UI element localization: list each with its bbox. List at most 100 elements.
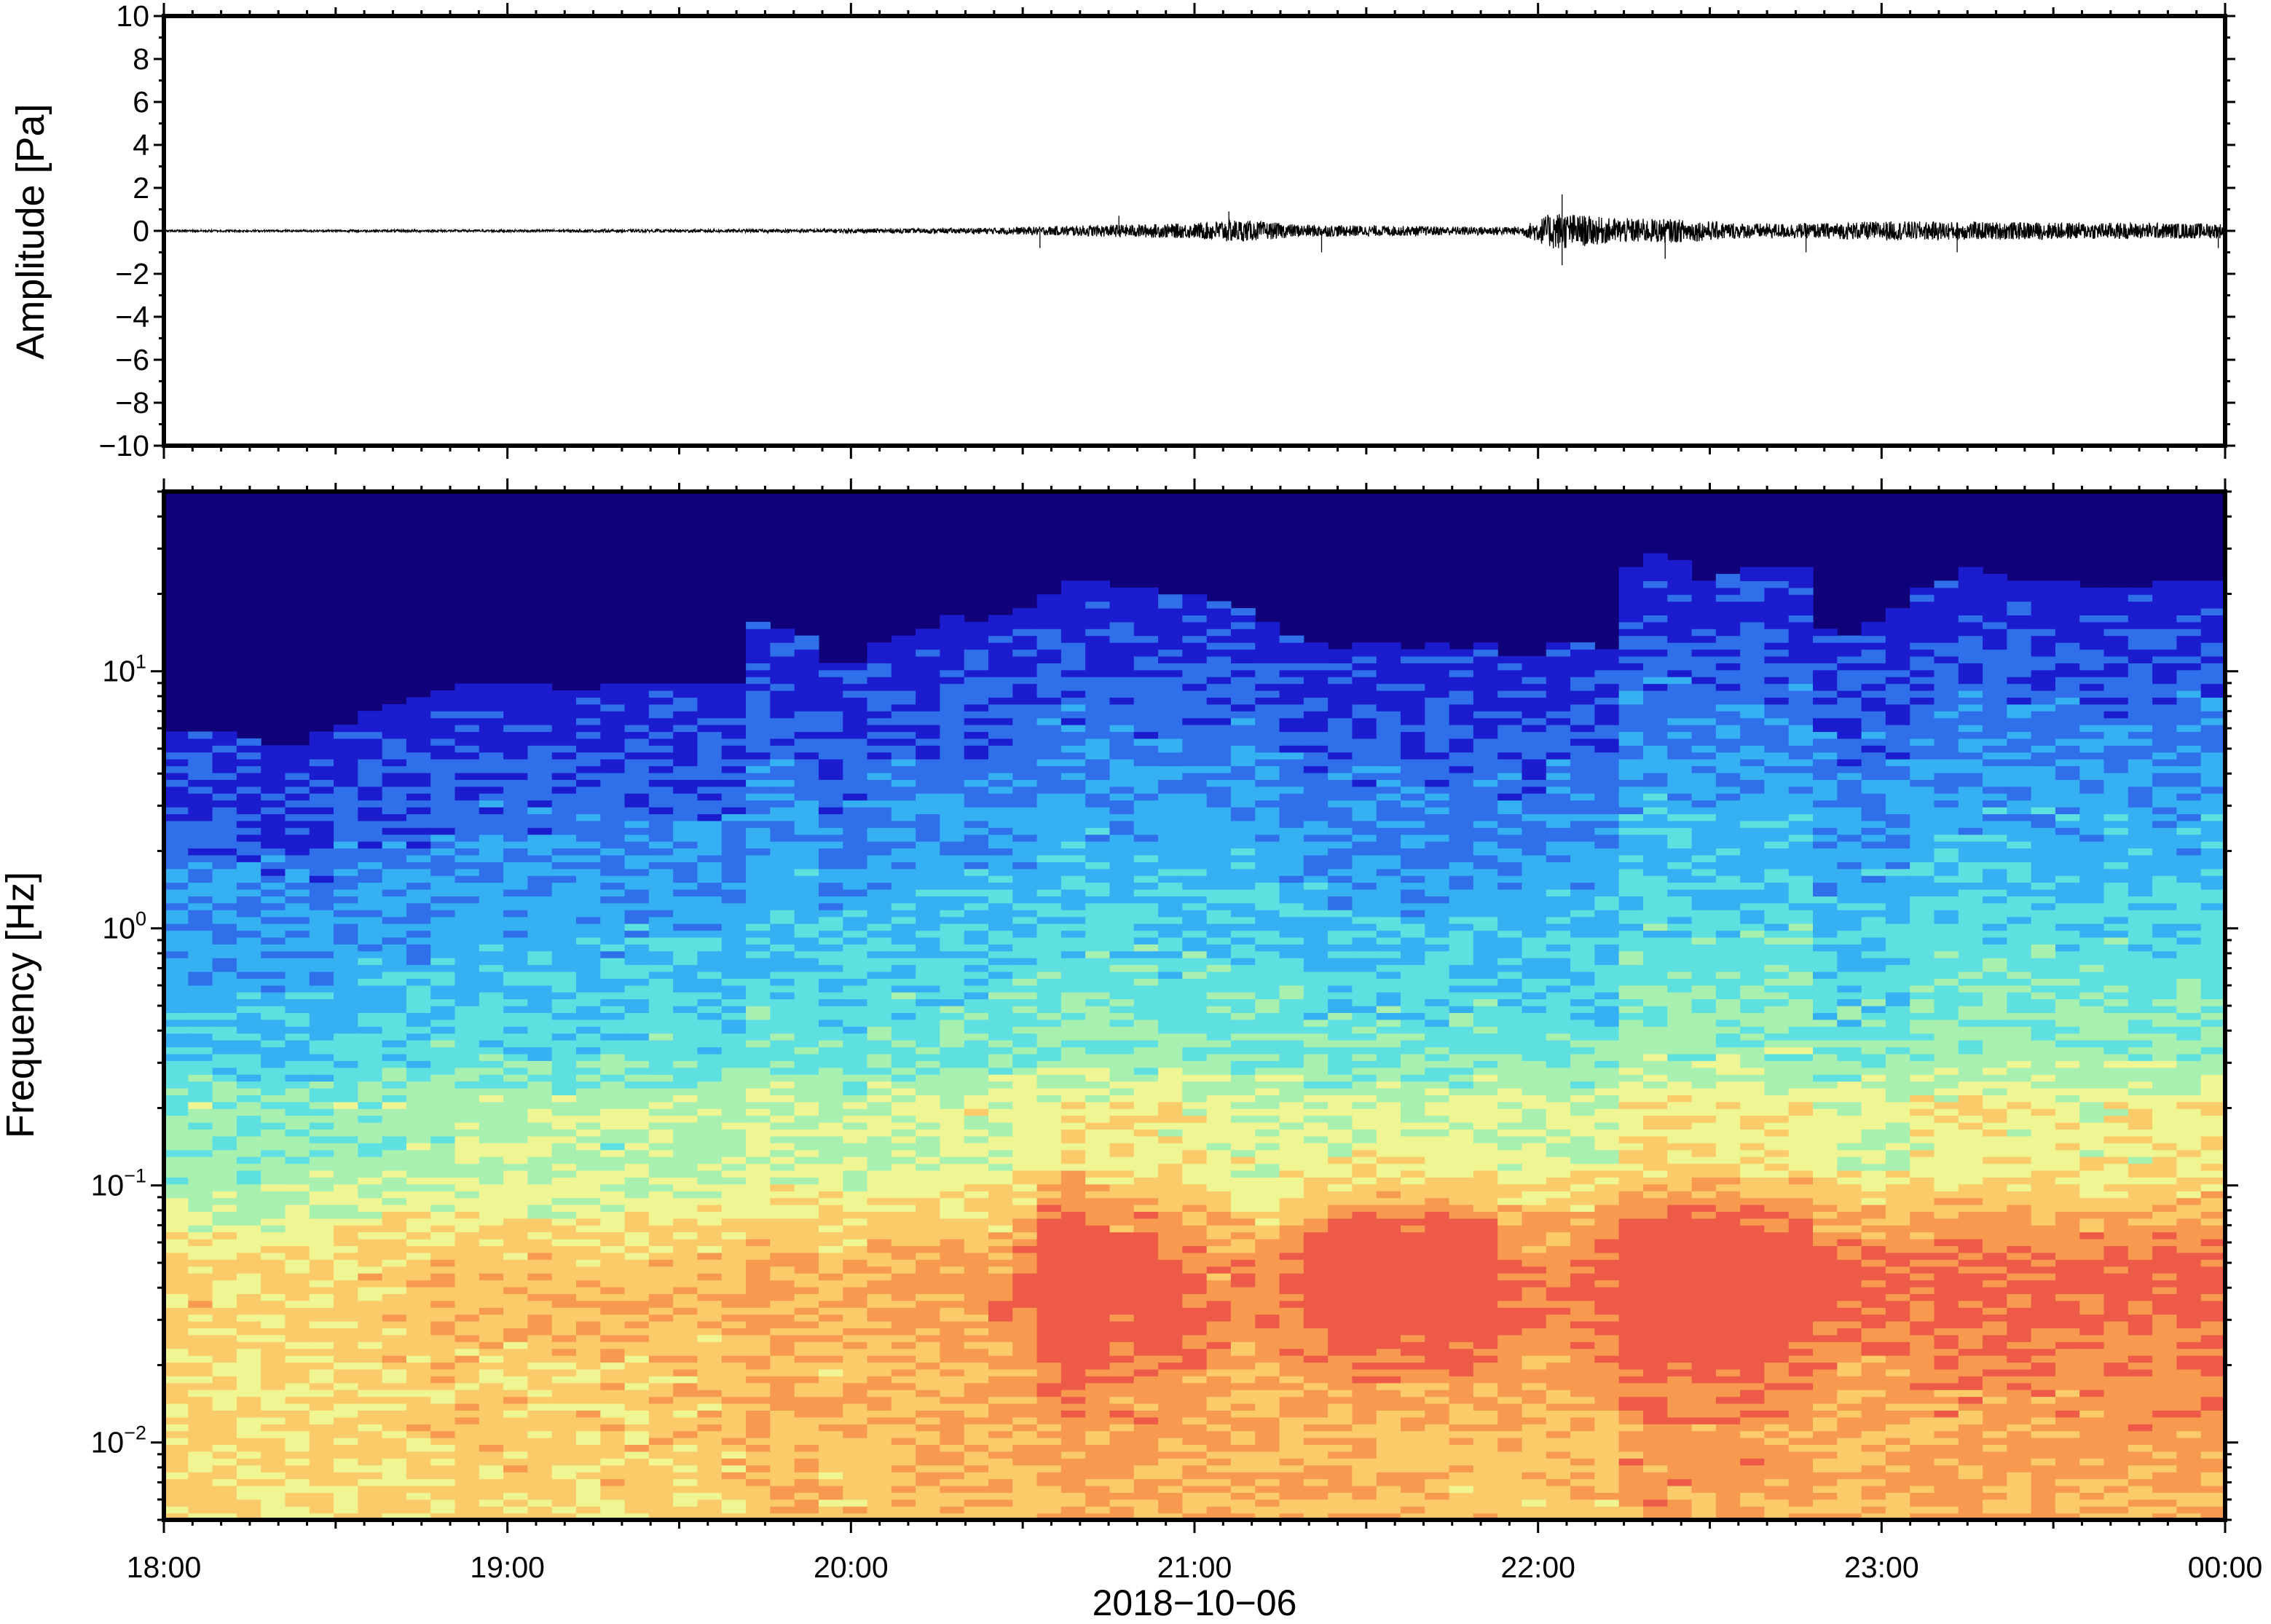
spectrogram-cell xyxy=(261,950,286,958)
spectrogram-cell xyxy=(648,765,674,773)
spectrogram-cell xyxy=(527,1259,553,1274)
spectrogram-cell xyxy=(1328,752,1353,760)
spectrogram-cell xyxy=(1594,1087,1620,1095)
spectrogram-cell xyxy=(1642,655,1668,677)
spectrogram-cell xyxy=(2128,854,2153,896)
spectrogram-cell xyxy=(1618,1376,1644,1384)
spectrogram-cell xyxy=(1085,1197,1111,1226)
spectrogram-cell xyxy=(1255,1478,1280,1486)
spectrogram-cell xyxy=(916,711,941,725)
spectrogram-cell xyxy=(1546,1362,1571,1390)
spectrogram-cell xyxy=(430,916,456,958)
spectrogram-cell xyxy=(1036,1191,1062,1199)
spectrogram-cell xyxy=(2007,1067,2032,1082)
spectrogram-cell xyxy=(503,1472,529,1493)
spectrogram-cell xyxy=(285,1273,310,1301)
spectrogram-cell xyxy=(1449,1129,1474,1178)
spectrogram-cell xyxy=(1109,1396,1135,1404)
spectrogram-cell xyxy=(261,1472,286,1480)
spectrogram-cell xyxy=(479,1499,504,1507)
spectrogram-cell xyxy=(746,1259,771,1308)
spectrogram-cell xyxy=(1813,1040,1838,1048)
spectrogram-cell xyxy=(527,834,553,856)
spectrogram-cell xyxy=(527,827,553,835)
spectrogram-cell xyxy=(988,958,1013,966)
spectrogram-cell xyxy=(1376,1218,1401,1349)
spectrogram-cell xyxy=(988,1376,1013,1398)
spectrogram-cell xyxy=(818,916,843,931)
spectrogram-cell xyxy=(1352,1458,1377,1486)
spectrogram-cell xyxy=(188,738,213,753)
spectrogram-cell xyxy=(1352,1108,1377,1130)
spectrogram-cell xyxy=(1667,862,1693,870)
spectrogram-cell xyxy=(1642,1396,1668,1424)
spectrogram-cell xyxy=(1497,937,1523,958)
spectrogram-cell xyxy=(1158,868,1183,876)
spectrogram-cell xyxy=(624,1362,650,1384)
spectrogram-cell xyxy=(1036,1012,1062,1020)
spectrogram-cell xyxy=(867,1211,892,1239)
spectrogram-cell xyxy=(576,1286,601,1301)
spectrogram-cell xyxy=(382,827,407,835)
spectrogram-cell xyxy=(1934,958,1959,979)
spectrogram-cell xyxy=(551,1012,577,1020)
spectrogram-cell xyxy=(358,1108,383,1116)
spectrogram-cell xyxy=(1861,621,1886,636)
spectrogram-cell xyxy=(1352,820,1377,835)
spectrogram-cell xyxy=(309,1280,334,1288)
spectrogram-cell xyxy=(1036,1513,1062,1520)
spectrogram-cell xyxy=(358,964,383,979)
spectrogram-cell xyxy=(1837,635,1862,643)
spectrogram-cell xyxy=(721,807,747,815)
spectrogram-cell xyxy=(1522,998,1547,1006)
spectrogram-cell xyxy=(382,1430,407,1438)
spectrogram-cell xyxy=(236,998,261,1006)
spectrogram-cell xyxy=(770,1300,795,1315)
spectrogram-cell xyxy=(285,896,310,904)
spectrogram-cell xyxy=(1983,958,2007,972)
spectrogram-cell xyxy=(1376,958,1401,966)
spectrogram-cell xyxy=(624,1252,650,1260)
spectrogram-cell xyxy=(1570,1163,1595,1171)
spectrogram-cell xyxy=(551,759,577,773)
spectrogram-cell xyxy=(916,745,941,760)
spectrogram-cell xyxy=(1813,1177,1838,1205)
spectrogram-cell xyxy=(285,1012,310,1027)
spectrogram-cell xyxy=(843,793,868,801)
spectrogram-cell xyxy=(1036,1211,1062,1219)
spectrogram-cell xyxy=(1861,916,1886,938)
spectrogram-cell xyxy=(1376,1390,1401,1411)
spectrogram-cell xyxy=(479,1074,504,1089)
spectrogram-cell xyxy=(1813,1074,1838,1082)
spectrogram-cell xyxy=(1133,1177,1159,1199)
spectrogram-cell xyxy=(1352,1438,1377,1459)
spectrogram-cell xyxy=(988,1245,1013,1253)
spectrogram-cell xyxy=(988,1108,1013,1123)
spectrogram-cell xyxy=(1230,998,1256,1014)
spectrogram-cell xyxy=(1060,1115,1086,1123)
spectrogram-cell xyxy=(1642,1382,1668,1398)
spectrogram-cell xyxy=(2152,827,2178,876)
spectrogram-cell xyxy=(1206,1376,1232,1398)
spectrogram-cell xyxy=(236,930,261,938)
spectrogram-cell xyxy=(1328,807,1353,828)
spectrogram-cell xyxy=(867,779,892,801)
spectrogram-cell xyxy=(1983,1321,2007,1336)
spectrogram-cell xyxy=(503,759,529,773)
spectrogram-cell xyxy=(891,992,916,1000)
spectrogram-cell xyxy=(2103,1122,2129,1137)
spectrogram-cell xyxy=(624,1259,650,1301)
spectrogram-cell xyxy=(1109,1053,1135,1082)
spectrogram-cell xyxy=(1691,1053,1717,1061)
spectrogram-cell xyxy=(309,1218,334,1260)
spectrogram-cell xyxy=(1667,725,1693,733)
spectrogram-cell xyxy=(309,731,334,760)
spectrogram-cell xyxy=(794,1074,819,1103)
spectrogram-cell xyxy=(1861,1067,1886,1075)
spectrogram-cell xyxy=(1813,717,1838,733)
spectrogram-cell xyxy=(1328,841,1353,849)
spectrogram-cell xyxy=(746,923,771,931)
spectrogram-cell xyxy=(164,1019,189,1027)
spectrogram-cell xyxy=(1279,937,1304,945)
spectrogram-cell xyxy=(843,1499,868,1507)
